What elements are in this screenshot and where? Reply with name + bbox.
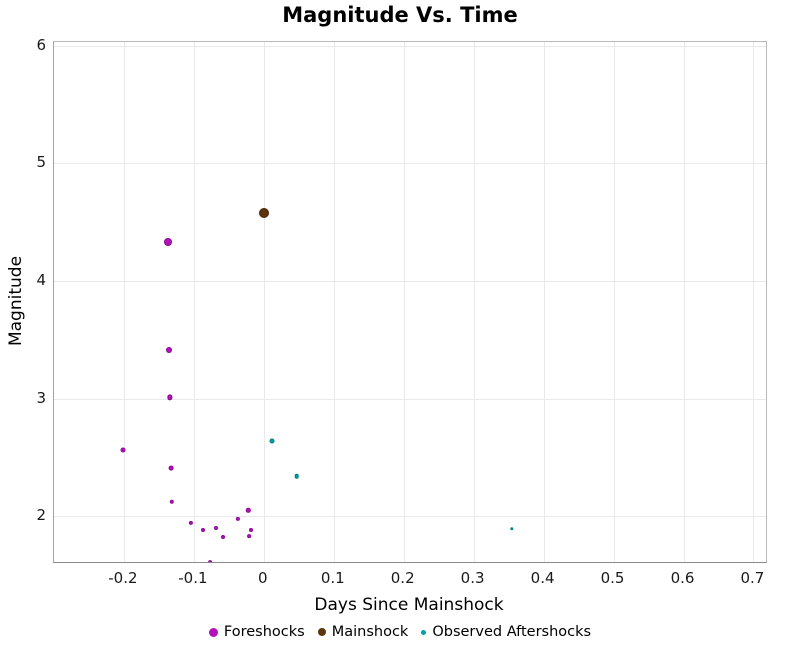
observed-aftershocks-point (294, 473, 299, 479)
legend-item-observed-aftershocks: Observed Aftershocks (421, 624, 591, 640)
foreshocks-point (168, 465, 174, 471)
foreshocks-point (208, 560, 212, 562)
foreshocks-legend-marker-icon (208, 627, 218, 637)
foreshocks-point (164, 238, 172, 246)
observed-aftershocks-legend-marker-icon (421, 629, 427, 635)
y-tick-label: 6 (36, 35, 46, 54)
foreshocks-point (235, 516, 240, 521)
gridline-vertical (333, 42, 335, 562)
x-tick-label: 0.3 (460, 569, 485, 587)
foreshocks-point (214, 525, 219, 530)
foreshocks-point (166, 347, 173, 354)
gridline-horizontal (54, 398, 766, 400)
observed-aftershocks-point (510, 527, 514, 531)
foreshocks-point (189, 521, 194, 526)
foreshocks-point (220, 535, 225, 540)
x-tick-label: 0.5 (600, 569, 625, 587)
legend-label: Mainshock (331, 624, 409, 640)
y-tick-label: 4 (36, 270, 46, 289)
x-tick-label: -0.2 (108, 569, 138, 587)
gridline-vertical (193, 42, 195, 562)
y-tick-label: 5 (36, 153, 46, 172)
x-tick-label: 0 (258, 569, 268, 587)
x-tick-label: -0.1 (178, 569, 208, 587)
gridline-vertical (263, 42, 265, 562)
legend-item-mainshock: Mainshock (317, 624, 409, 640)
gridline-vertical (753, 42, 755, 562)
gridline-vertical (123, 42, 125, 562)
gridline-vertical (683, 42, 685, 562)
legend-item-foreshocks: Foreshocks (208, 624, 305, 640)
x-tick-label: 0.4 (530, 569, 555, 587)
foreshocks-point (247, 534, 251, 538)
y-tick-label: 3 (36, 388, 46, 407)
gridline-horizontal (54, 45, 766, 47)
plot-area (53, 41, 767, 563)
x-tick-label: 0.1 (320, 569, 345, 587)
mainshock-point (258, 207, 269, 218)
x-tick-label: 0.7 (740, 569, 765, 587)
gridline-horizontal (54, 516, 766, 518)
y-tick-label: 2 (36, 506, 46, 525)
gridline-vertical (613, 42, 615, 562)
y-axis-label: Magnitude (6, 255, 26, 347)
observed-aftershocks-point (269, 438, 274, 444)
x-tick-label: 0.2 (390, 569, 415, 587)
foreshocks-point (201, 528, 205, 533)
chart-title: Magnitude Vs. Time (282, 3, 518, 27)
mainshock-legend-marker-icon (317, 628, 326, 636)
x-tick-label: 0.6 (670, 569, 695, 587)
gridline-vertical (543, 42, 545, 562)
foreshocks-point (246, 507, 251, 513)
foreshocks-point (248, 528, 253, 533)
gridline-vertical (403, 42, 405, 562)
legend: Foreshocks Mainshock Observed Aftershocks (0, 624, 800, 640)
gridline-horizontal (54, 163, 766, 165)
foreshocks-point (169, 499, 174, 505)
legend-label: Observed Aftershocks (432, 624, 592, 640)
foreshocks-point (120, 447, 126, 453)
gridline-vertical (473, 42, 475, 562)
x-axis-label: Days Since Mainshock (314, 595, 504, 615)
legend-label: Foreshocks (223, 624, 305, 640)
foreshocks-point (167, 394, 173, 400)
gridline-horizontal (54, 280, 766, 282)
